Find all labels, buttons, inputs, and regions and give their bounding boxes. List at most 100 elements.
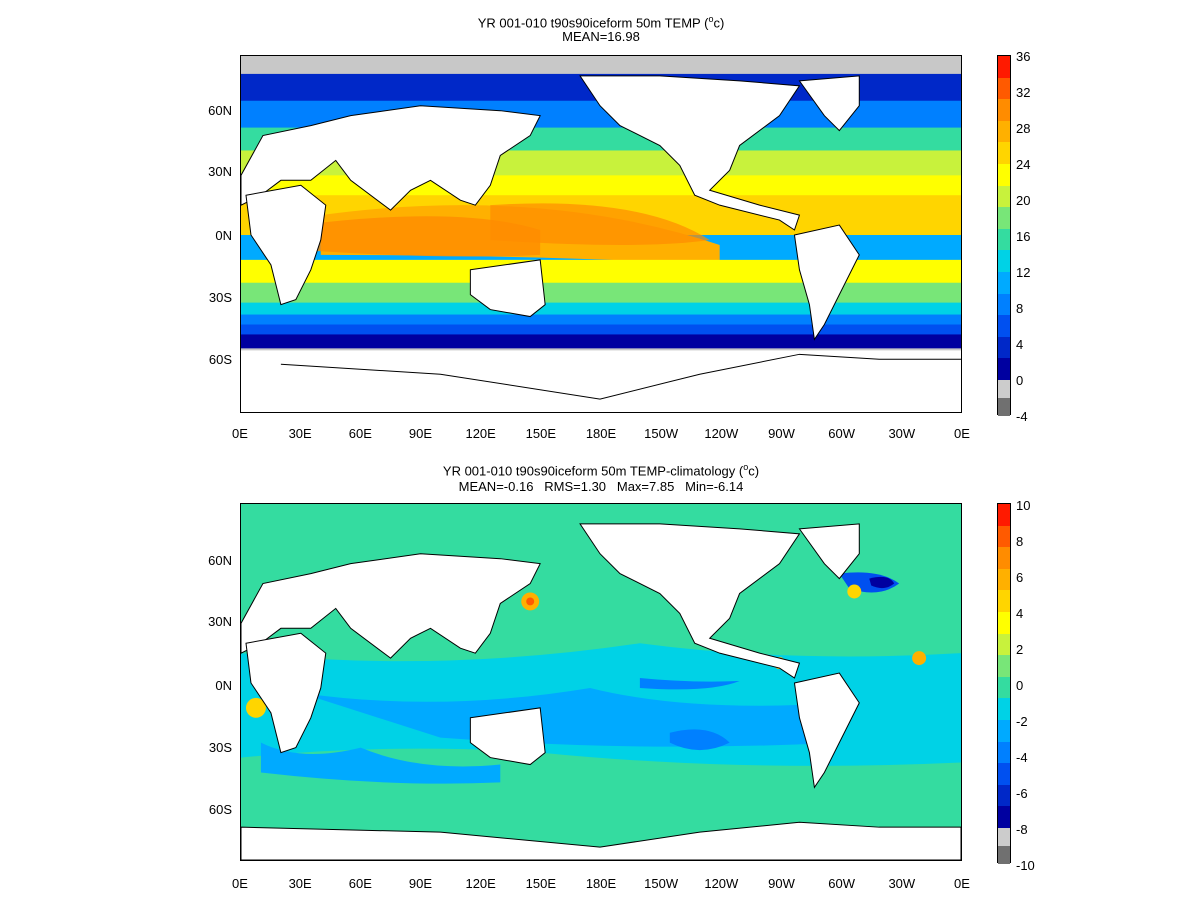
latitude-label: 60N [208, 553, 232, 568]
longitude-label: 30W [888, 426, 916, 441]
longitude-label: 120W [704, 876, 739, 891]
longitude-label: 120E [465, 876, 496, 891]
colorbar-tick-label: 6 [1016, 570, 1024, 585]
colorbar-tick-label: 4 [1016, 606, 1024, 621]
longitude-label: 120E [465, 426, 496, 441]
anomaly-map [240, 503, 962, 861]
longitude-label: 0E [954, 426, 970, 441]
longitude-label: 60W [828, 426, 856, 441]
colorbar-swatch [998, 846, 1010, 864]
map-subtitle: MEAN=16.98 [562, 29, 640, 44]
latitude-label: 60N [208, 103, 232, 118]
colorbar-swatch [998, 398, 1010, 416]
colorbar-swatch [998, 315, 1010, 338]
latitude-label: 30N [208, 164, 232, 179]
colorbar-tick-label: 24 [1016, 157, 1031, 172]
colorbar-swatch [998, 77, 1010, 100]
colorbar-swatch [998, 698, 1010, 721]
colorbar-swatch [998, 293, 1010, 316]
colorbar [997, 55, 1011, 416]
latitude-label: 30S [208, 290, 232, 305]
colorbar-tick-label: 12 [1016, 265, 1031, 280]
colorbar-tick-label: 2 [1016, 642, 1024, 657]
colorbar-swatch [998, 568, 1010, 591]
longitude-label: 30E [288, 426, 312, 441]
longitude-label: 60E [348, 876, 372, 891]
colorbar-tick-label: -2 [1016, 714, 1028, 729]
colorbar-swatch [998, 164, 1010, 187]
colorbar-tick-label: -10 [1016, 858, 1035, 873]
colorbar-swatch [998, 590, 1010, 613]
longitude-label: 60E [348, 426, 372, 441]
colorbar [997, 503, 1011, 864]
longitude-label: 30E [288, 876, 312, 891]
longitude-label: 180E [585, 876, 617, 891]
colorbar-tick-label: 8 [1016, 534, 1024, 549]
colorbar-swatch [998, 741, 1010, 764]
colorbar-tick-label: 28 [1016, 121, 1031, 136]
colorbar-tick-label: -4 [1016, 750, 1028, 765]
map-title: YR 001-010 t90s90iceform 50m TEMP (oc) [477, 14, 725, 31]
longitude-label: 30W [888, 876, 916, 891]
colorbar-swatch [998, 633, 1010, 656]
colorbar-swatch [998, 185, 1010, 208]
longitude-label: 150W [644, 876, 679, 891]
colorbar-tick-label: 4 [1016, 337, 1024, 352]
longitude-label: 0E [232, 426, 248, 441]
colorbar-swatch [998, 207, 1010, 230]
colorbar-swatch [998, 358, 1010, 381]
colorbar-swatch [998, 336, 1010, 359]
anomaly-map-subtitle: MEAN=-0.16 RMS=1.30 Max=7.85 Min=-6.14 [458, 479, 744, 494]
colorbar-swatch [998, 655, 1010, 678]
colorbar-tick-label: 8 [1016, 301, 1024, 316]
longitude-label: 120W [704, 426, 739, 441]
longitude-label: 60W [828, 876, 856, 891]
temperature-map [240, 55, 962, 413]
longitude-label: 0E [232, 876, 248, 891]
colorbar-tick-label: 0 [1016, 678, 1024, 693]
colorbar-swatch [998, 56, 1010, 79]
colorbar-swatch [998, 525, 1010, 548]
longitude-label: 150E [525, 426, 557, 441]
colorbar-tick-label: 36 [1016, 49, 1031, 64]
colorbar-tick-label: -6 [1016, 786, 1028, 801]
latitude-label: 0N [215, 228, 232, 243]
colorbar-swatch [998, 720, 1010, 743]
colorbar-tick-label: -4 [1016, 409, 1028, 424]
colorbar-swatch [998, 272, 1010, 295]
colorbar-tick-label: -8 [1016, 822, 1028, 837]
colorbar-swatch [998, 676, 1010, 699]
longitude-label: 0E [954, 876, 970, 891]
colorbar-swatch [998, 828, 1010, 846]
longitude-label: 90E [408, 426, 433, 441]
longitude-label: 150W [644, 426, 679, 441]
colorbar-swatch [998, 504, 1010, 527]
longitude-label: 90E [408, 876, 433, 891]
colorbar-tick-label: 32 [1016, 85, 1031, 100]
colorbar-tick-label: 20 [1016, 193, 1031, 208]
temperature-field [241, 56, 961, 412]
colorbar-tick-label: 0 [1016, 373, 1024, 388]
colorbar-swatch [998, 806, 1010, 829]
colorbar-swatch [998, 547, 1010, 570]
anomaly-map-title: YR 001-010 t90s90iceform 50m TEMP-climat… [442, 462, 760, 479]
longitude-label: 150E [525, 876, 557, 891]
colorbar-swatch [998, 250, 1010, 273]
colorbar-swatch [998, 142, 1010, 165]
latitude-label: 30S [208, 740, 232, 755]
colorbar-swatch [998, 228, 1010, 251]
latitude-label: 60S [208, 802, 232, 817]
colorbar-swatch [998, 763, 1010, 786]
latitude-label: 60S [208, 352, 232, 367]
colorbar-swatch [998, 120, 1010, 143]
latitude-label: 30N [208, 614, 232, 629]
colorbar-swatch [998, 99, 1010, 122]
longitude-label: 90W [768, 876, 795, 891]
longitude-label: 180E [585, 426, 617, 441]
colorbar-swatch [998, 612, 1010, 635]
anomaly-field [241, 504, 961, 860]
colorbar-tick-label: 16 [1016, 229, 1031, 244]
longitude-label: 90W [768, 426, 795, 441]
latitude-label: 0N [215, 678, 232, 693]
colorbar-swatch [998, 380, 1010, 398]
